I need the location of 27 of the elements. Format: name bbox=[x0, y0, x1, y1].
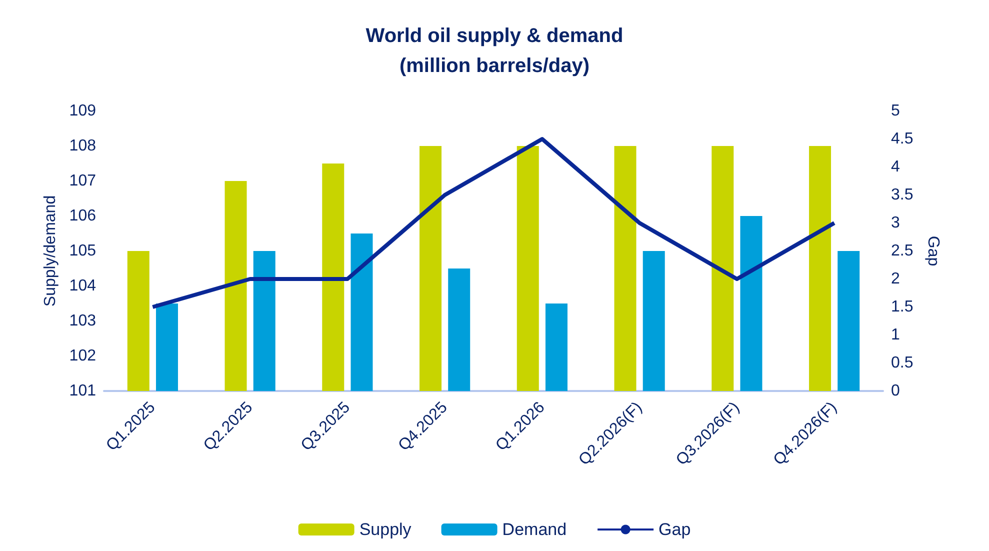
y2-tick-label: 3 bbox=[891, 214, 900, 232]
y-tick-label: 106 bbox=[69, 208, 96, 224]
legend-label: Supply bbox=[359, 520, 412, 539]
y2-tick-label: 2.5 bbox=[891, 242, 914, 260]
y2-tick-label: 4.5 bbox=[891, 130, 914, 148]
y-tick-label: 108 bbox=[69, 138, 96, 154]
y2-axis-title: Gap bbox=[924, 236, 942, 266]
y-axis-title: Supply/demand bbox=[42, 195, 59, 307]
y-tick-label: 102 bbox=[69, 348, 96, 364]
y-tick-label: 104 bbox=[69, 278, 96, 294]
line-series bbox=[150, 137, 836, 309]
legend-label: Gap bbox=[658, 520, 691, 539]
y2-tick-label: 5 bbox=[891, 102, 900, 120]
legend-label: Demand bbox=[502, 520, 567, 539]
y2-tick-label: 0.5 bbox=[891, 354, 914, 372]
chart-title: World oil supply & demand (million barrels/day) bbox=[366, 25, 624, 77]
y2-tick-label: 0 bbox=[891, 382, 900, 400]
y-tick-label: 103 bbox=[69, 312, 96, 330]
y2-tick-label: 4 bbox=[891, 158, 900, 176]
y-tick-label: 101 bbox=[69, 382, 96, 400]
y2-tick-label: 3.5 bbox=[891, 186, 914, 204]
y-tick-label: 109 bbox=[69, 102, 96, 120]
y2-tick-label: 1.5 bbox=[891, 298, 914, 316]
y2-tick-label: 2 bbox=[891, 270, 900, 288]
y-tick-label: 107 bbox=[69, 172, 96, 190]
y2-tick-label: 1 bbox=[891, 326, 900, 344]
y-tick-label: 105 bbox=[69, 242, 96, 260]
